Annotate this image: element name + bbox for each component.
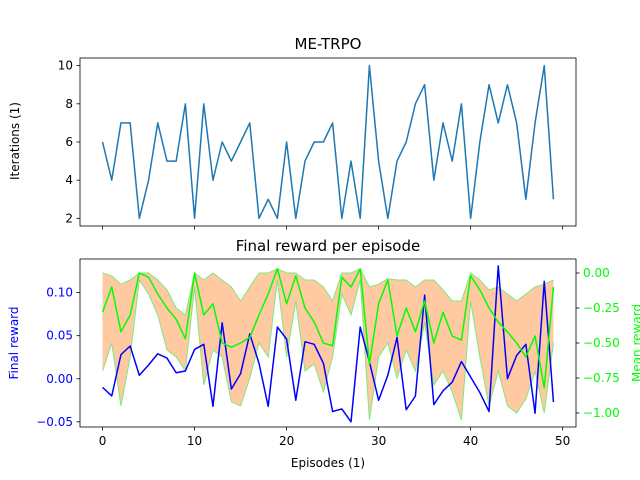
mean-reward-line xyxy=(101,268,555,389)
bottom-x-tick-label: 30 xyxy=(371,434,386,448)
top-chart-title: ME-TRPO xyxy=(295,35,362,53)
bottom-plot-area xyxy=(101,265,555,423)
bottom-x-tick-label: 0 xyxy=(99,434,107,448)
bottom-x-tick-label: 10 xyxy=(187,434,202,448)
bottom-y2-tick-label: −0.75 xyxy=(583,371,620,385)
bottom-x-axis-label: Episodes (1) xyxy=(291,456,365,470)
top-y-tick-label: 6 xyxy=(65,135,73,149)
top-y-axis-label: Iterations (1) xyxy=(8,102,22,180)
bottom-y-axis-label: Final reward xyxy=(7,306,21,379)
bottom-y-tick-label: 0.00 xyxy=(46,372,73,386)
top-y-tick-label: 10 xyxy=(58,59,73,73)
top-axis-ticks: 2 4 6 8 10 xyxy=(58,59,564,230)
bottom-y2-tick-label: −0.25 xyxy=(583,301,620,315)
iterations-line xyxy=(101,64,555,220)
bottom-y2-tick-label: −1.00 xyxy=(583,406,620,420)
final-reward-line xyxy=(102,265,555,423)
bottom-y2-tick-label: −0.50 xyxy=(583,336,620,350)
bottom-x-tick-label: 50 xyxy=(555,434,570,448)
top-y-tick-label: 8 xyxy=(65,97,73,111)
reward-subplot: Final reward per episode Final reward Me… xyxy=(7,237,640,470)
bottom-y2-tick-label: 0.00 xyxy=(583,266,610,280)
bottom-y-tick-label: 0.05 xyxy=(46,329,73,343)
bottom-y-tick-label: 0.10 xyxy=(46,286,73,300)
mean-reward-band-upper xyxy=(102,268,554,316)
iterations-subplot: ME-TRPO Iterations (1) 2 4 6 8 10 xyxy=(8,35,577,230)
bottom-x-tick-label: 40 xyxy=(463,434,478,448)
top-y-tick-label: 4 xyxy=(65,173,73,187)
bottom-axis-ticks: 0 10 20 30 40 50 −0.05 0.00 0.05 0.10 −1.00 −0.75 −0… xyxy=(36,266,620,448)
bottom-chart-title: Final reward per episode xyxy=(236,237,420,255)
top-y-tick-label: 2 xyxy=(65,211,73,225)
top-axes-frame xyxy=(79,57,577,227)
mean-reward-band-lower xyxy=(102,278,554,421)
bottom-y2-axis-label: Mean reward xyxy=(630,304,640,382)
top-plot-area xyxy=(101,64,555,220)
bottom-x-tick-label: 20 xyxy=(279,434,294,448)
bottom-y-tick-label: −0.05 xyxy=(36,415,73,429)
bottom-axes-frame xyxy=(79,258,577,428)
